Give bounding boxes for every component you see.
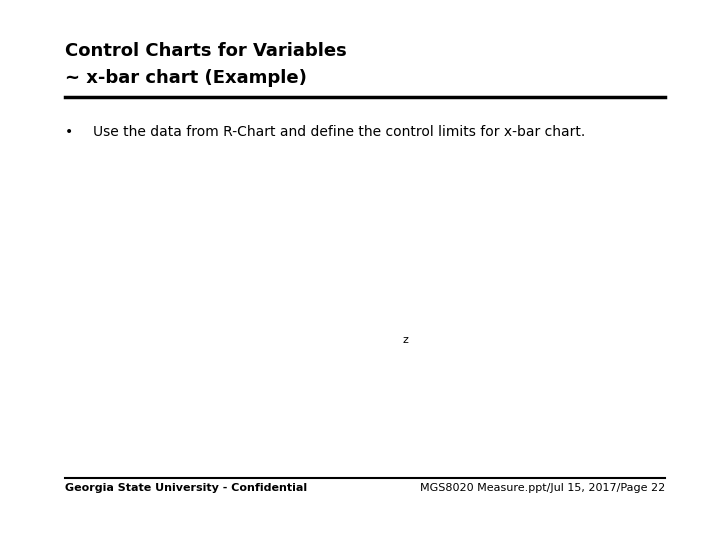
Text: Control Charts for Variables: Control Charts for Variables bbox=[65, 42, 347, 60]
Text: z: z bbox=[402, 335, 408, 345]
Text: Georgia State University - Confidential: Georgia State University - Confidential bbox=[65, 483, 307, 493]
Text: ~ x-bar chart (Example): ~ x-bar chart (Example) bbox=[65, 69, 307, 87]
Text: •: • bbox=[65, 125, 73, 139]
Text: MGS8020 Measure.ppt/Jul 15, 2017/Page 22: MGS8020 Measure.ppt/Jul 15, 2017/Page 22 bbox=[420, 483, 665, 493]
Text: Use the data from R-Chart and define the control limits for x-bar chart.: Use the data from R-Chart and define the… bbox=[93, 125, 585, 139]
